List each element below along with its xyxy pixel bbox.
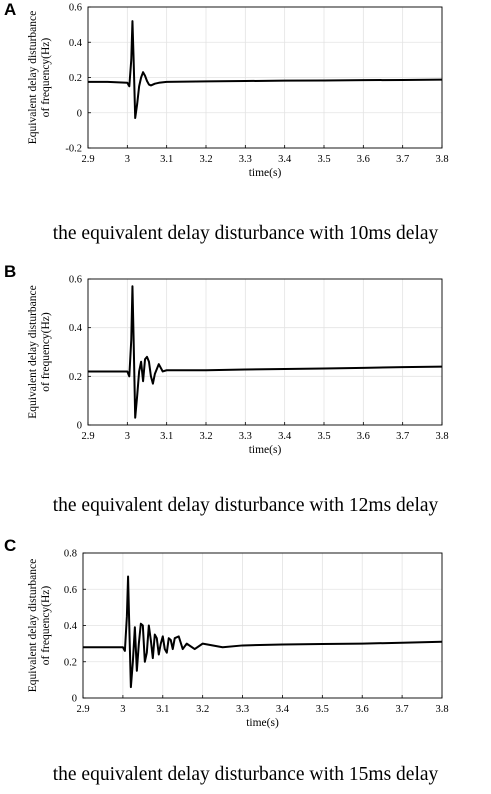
- panel-label: C: [4, 536, 17, 555]
- chart-caption: the equivalent delay disturbance with 12…: [52, 495, 439, 516]
- x-tick-label: 3.3: [239, 154, 252, 165]
- x-tick-label: 3.5: [316, 704, 329, 715]
- x-tick-label: 3.8: [435, 431, 448, 442]
- grid-lines: [87, 278, 443, 426]
- plot-frame: [87, 278, 443, 426]
- y-tick-label: 0.2: [69, 73, 82, 84]
- x-tick-label: 3.3: [239, 431, 252, 442]
- panel-b: B 2.9 3 3.1 3.2 3.3 3.4 3.5 3.6 3.7 3.8 0 0.2 0.4 0.6…: [0, 262, 491, 532]
- x-tick-label: 3.1: [160, 154, 173, 165]
- y-tick-label: 0.4: [69, 323, 83, 334]
- x-axis-label: time(s): [249, 167, 282, 179]
- panel-label: B: [4, 262, 17, 281]
- series-line: [88, 20, 443, 120]
- y-axis-label-line: of frequency(Hz): [40, 312, 52, 392]
- y-tick-label: -0.2: [65, 144, 82, 155]
- x-tick-label: 3: [120, 704, 125, 715]
- panel-label: A: [4, 0, 17, 19]
- x-tick-label: 3.7: [396, 154, 409, 165]
- x-tick-label: 3: [125, 154, 130, 165]
- x-tick-label: 3.2: [199, 154, 212, 165]
- x-tick-label: 3.8: [435, 704, 448, 715]
- y-axis-label: Equivalent delay disturbance of frequency…: [27, 559, 52, 692]
- grid-lines: [82, 552, 443, 699]
- chart-c: 2.9 3 3.1 3.2 3.3 3.4 3.5 3.6 3.7 3.8 0 0.2 0.4 0.6 0.…: [27, 549, 449, 730]
- x-tick-label: 3.7: [396, 431, 409, 442]
- y-tick-label: 0.4: [69, 38, 83, 49]
- x-tick-label: 3.4: [278, 154, 292, 165]
- y-tick-label: 0.2: [69, 372, 82, 383]
- chart-b: 2.9 3 3.1 3.2 3.3 3.4 3.5 3.6 3.7 3.8 0 0.2 0.4 0.6 ti…: [27, 275, 449, 457]
- x-tick-label: 3.4: [278, 431, 292, 442]
- y-tick-label: 0.8: [64, 549, 77, 560]
- y-axis-label-line: of frequency(Hz): [40, 38, 52, 118]
- y-tick-label: 0.4: [64, 621, 78, 632]
- x-axis-label: time(s): [246, 717, 279, 729]
- x-tick-label: 3.5: [317, 154, 330, 165]
- y-tick-label: 0.6: [69, 3, 82, 14]
- chart-caption: the equivalent delay disturbance with 10…: [52, 223, 439, 244]
- x-tick-label: 3.4: [276, 704, 290, 715]
- x-tick-label: 3.2: [199, 431, 212, 442]
- chart-a: 2.9 3 3.1 3.2 3.3 3.4 3.5 3.6 3.7 3.8 -0.2 0 0.2 0.4 0…: [27, 3, 449, 180]
- y-tick-label: 0: [77, 108, 82, 119]
- series-line: [83, 575, 443, 689]
- plot-frame: [82, 552, 443, 699]
- y-tick-label: 0.2: [64, 657, 77, 668]
- panel-c: C 2.9 3 3.1 3.2 3.3 3.4 3.5 3.6 3.7 3.8 0 0.2 0.4 0.6…: [0, 536, 491, 794]
- x-tick-label: 3.3: [236, 704, 249, 715]
- x-tick-label: 3.5: [317, 431, 330, 442]
- x-tick-label: 3.6: [357, 154, 370, 165]
- x-tick-label: 3.6: [356, 704, 369, 715]
- plot-frame: [87, 6, 443, 149]
- y-axis-label-line: Equivalent delay disturbance: [27, 11, 39, 144]
- y-tick-label: 0: [77, 421, 82, 432]
- panel-a: A 2.9 3 3.1 3.2 3.3 3.4 3.5 3.6 3.7 3.8 -0.2 0 0.2 0.…: [0, 0, 491, 262]
- y-axis-label: Equivalent delay disturbance of frequency…: [27, 285, 52, 418]
- x-tick-label: 3: [125, 431, 130, 442]
- x-tick-label: 3.6: [357, 431, 370, 442]
- x-tick-label: 3.1: [160, 431, 173, 442]
- x-tick-label: 3.7: [396, 704, 409, 715]
- y-tick-label: 0: [72, 694, 77, 705]
- x-tick-label: 2.9: [81, 431, 94, 442]
- x-tick-label: 3.8: [435, 154, 448, 165]
- series-line: [88, 285, 443, 419]
- y-tick-label: 0.6: [64, 585, 77, 596]
- y-axis-label-line: Equivalent delay disturbance: [27, 559, 39, 692]
- x-tick-label: 2.9: [76, 704, 89, 715]
- y-axis-label: Equivalent delay disturbance of frequency…: [27, 11, 52, 144]
- x-tick-label: 2.9: [81, 154, 94, 165]
- chart-caption: the equivalent delay disturbance with 15…: [52, 764, 439, 785]
- x-tick-label: 3.2: [196, 704, 209, 715]
- x-tick-label: 3.1: [156, 704, 169, 715]
- y-axis-label-line: Equivalent delay disturbance: [27, 285, 39, 418]
- y-tick-label: 0.6: [69, 275, 82, 286]
- x-axis-label: time(s): [249, 444, 282, 456]
- y-axis-label-line: of frequency(Hz): [40, 586, 52, 666]
